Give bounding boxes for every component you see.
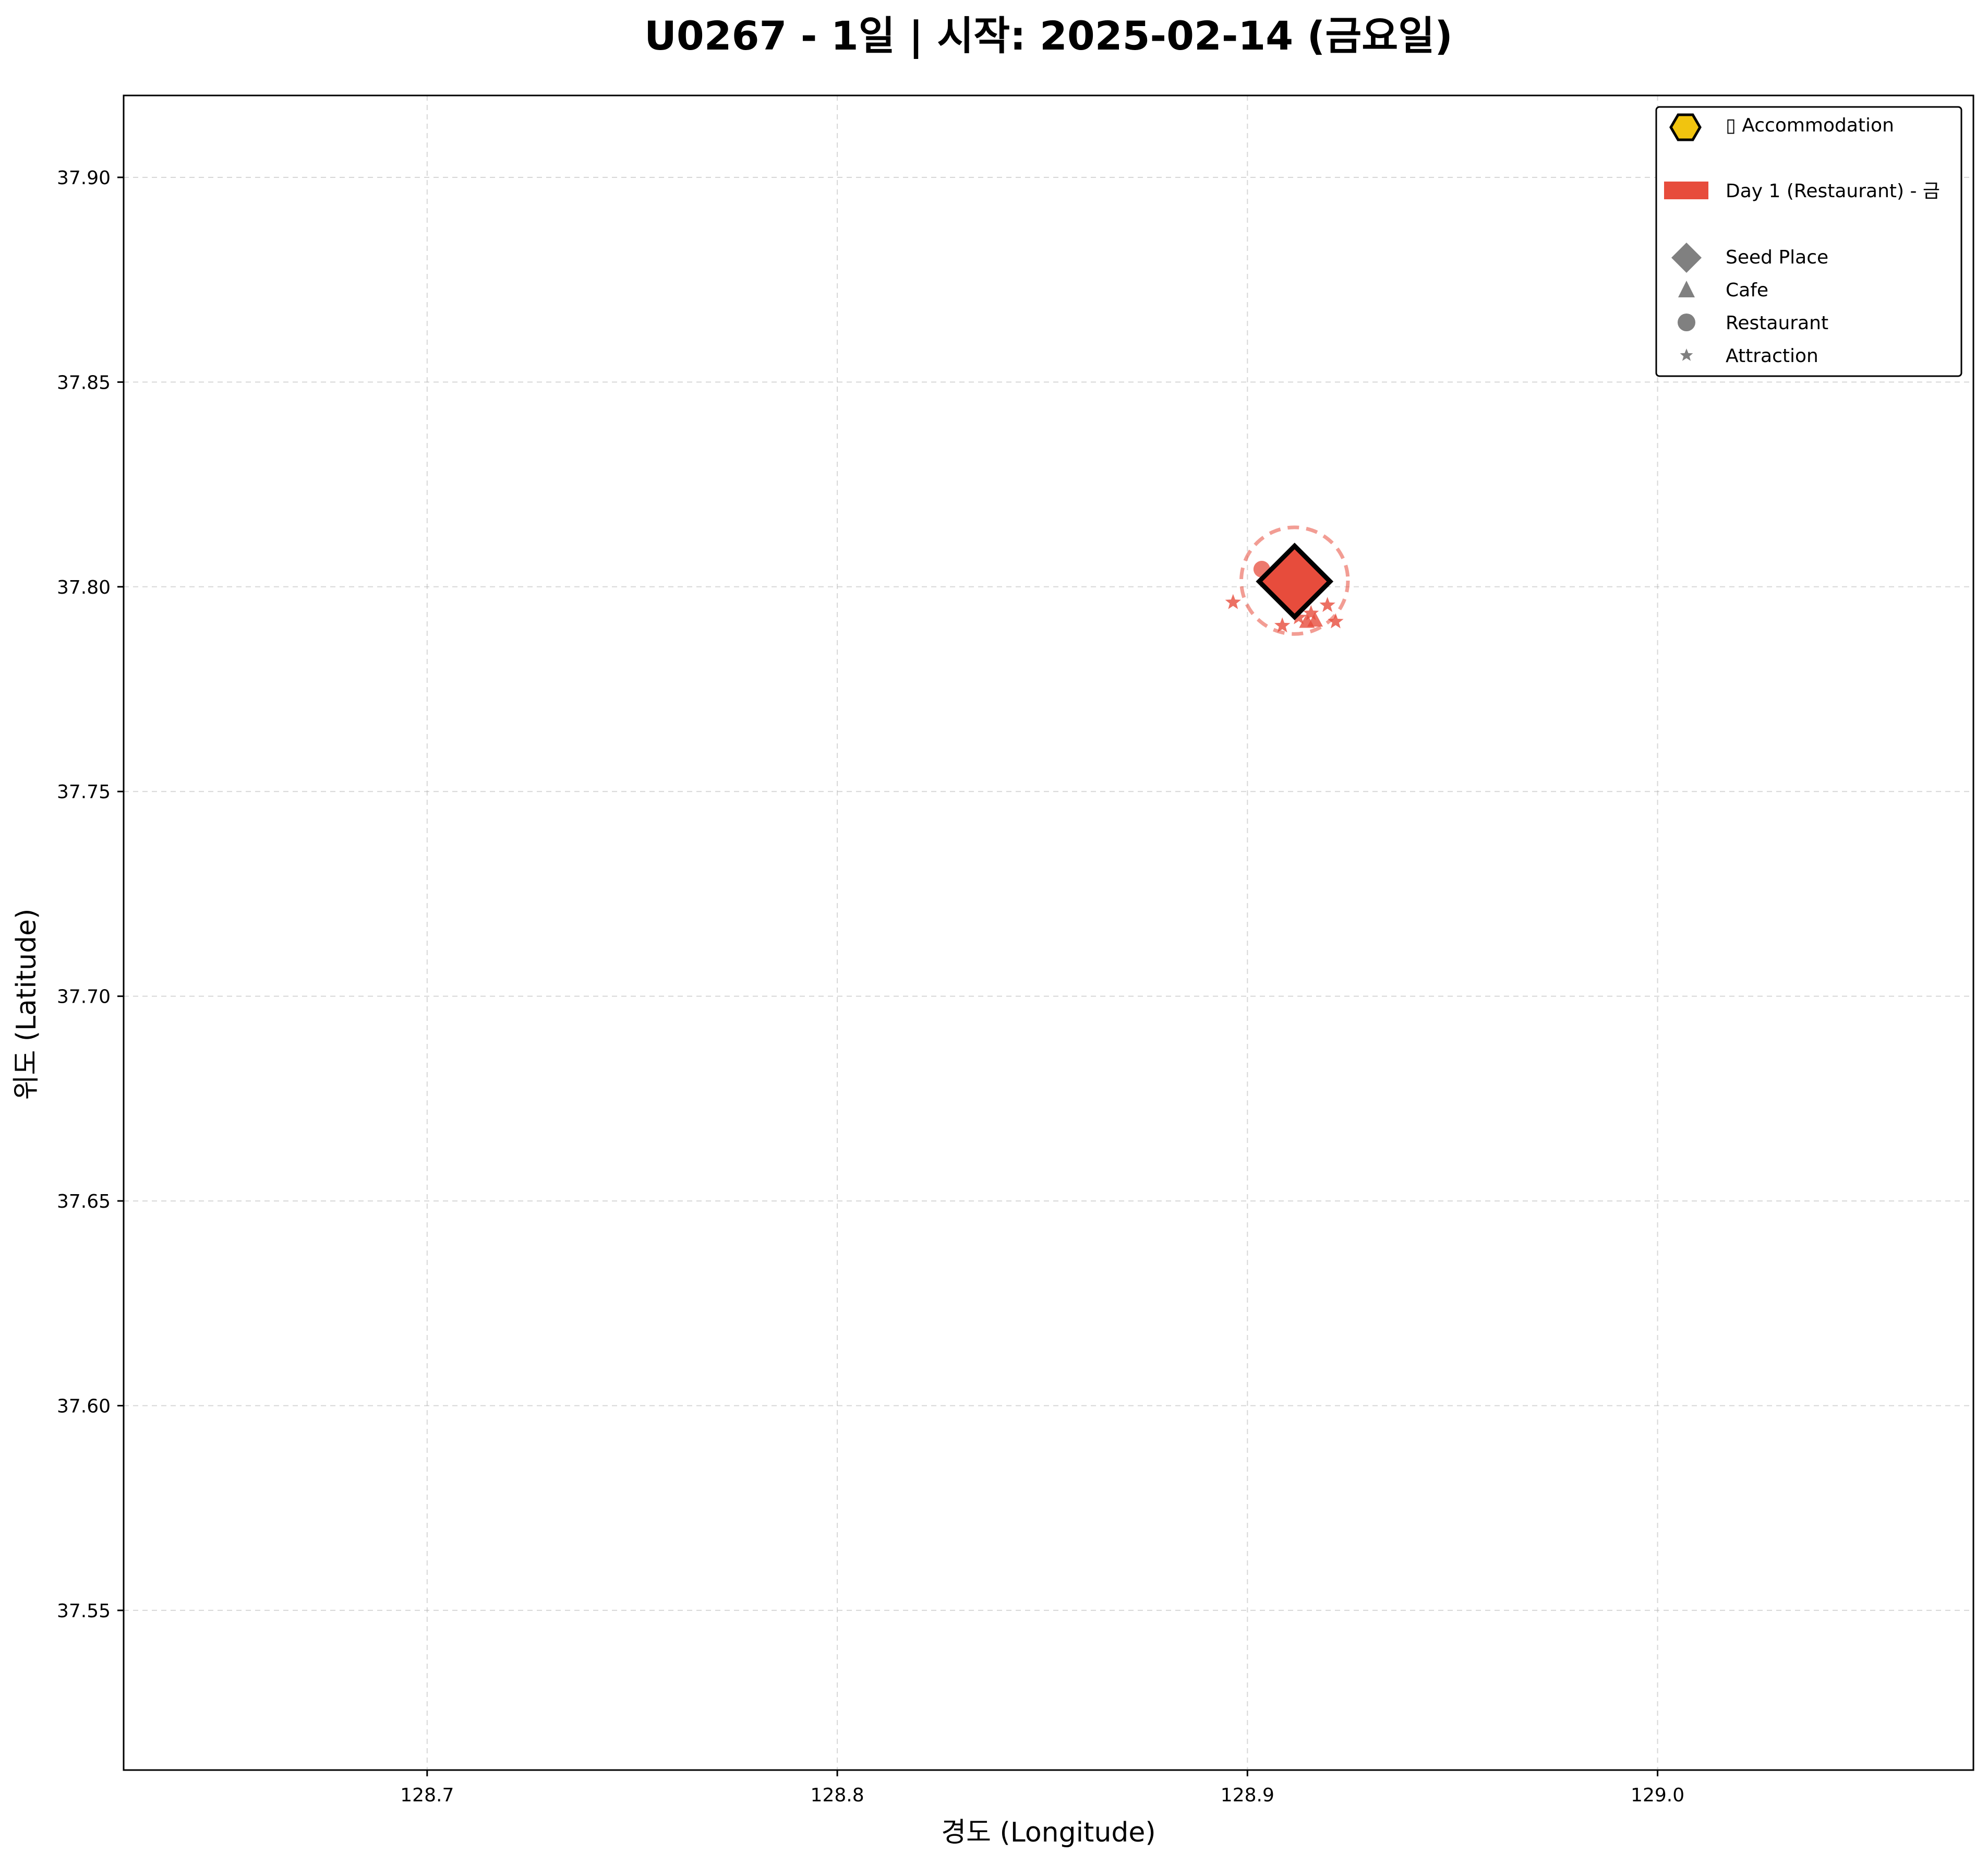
- y-tick-label: 37.90: [57, 167, 111, 189]
- y-tick-label: 37.80: [57, 577, 111, 598]
- x-tick-label: 128.7: [400, 1785, 454, 1806]
- legend-label-seed-place: Seed Place: [1726, 247, 1828, 268]
- x-axis-label: 경도 (Longitude): [941, 1817, 1155, 1848]
- legend-label-accommodation: ▯ Accommodation: [1726, 115, 1894, 136]
- attraction-point: [1303, 605, 1319, 620]
- chart-title: U0267 - 1일 | 시작: 2025-02-14 (금요일): [644, 13, 1453, 59]
- cafe-point: [1307, 612, 1323, 627]
- y-tick-label: 37.70: [57, 986, 111, 1008]
- x-tick-label: 128.9: [1221, 1785, 1274, 1806]
- legend-star-icon: [1680, 348, 1693, 361]
- seed-place-marker: [1256, 543, 1334, 620]
- attraction-point: [1291, 609, 1307, 624]
- x-tick-label: 128.8: [811, 1785, 864, 1806]
- legend-label-attraction: Attraction: [1726, 345, 1818, 367]
- legend-label-cafe: Cafe: [1726, 280, 1768, 301]
- legend-label-day1: Day 1 (Restaurant) - 금: [1726, 181, 1940, 202]
- y-tick-label: 37.65: [57, 1191, 111, 1212]
- legend-day-patch-icon: [1664, 182, 1708, 199]
- legend-frame: [1655, 106, 1962, 377]
- ticks-layer: 128.7 128.8 128.9 129.0 37.55 37.60 37.65 37.70…: [57, 167, 1684, 1806]
- legend: ▯ Accommodation Day 1 (Restaurant) - 금 S…: [1655, 106, 1962, 377]
- y-tick-label: 37.55: [57, 1601, 111, 1622]
- attraction-point: [1274, 617, 1291, 633]
- legend-label-restaurant: Restaurant: [1726, 312, 1828, 334]
- grid-layer: [124, 95, 1973, 1770]
- y-tick-label: 37.75: [57, 781, 111, 803]
- y-tick-label: 37.60: [57, 1395, 111, 1417]
- attraction-point: [1328, 613, 1344, 629]
- y-tick-label: 37.85: [57, 372, 111, 393]
- legend-triangle-icon: [1678, 281, 1695, 297]
- x-tick-label: 129.0: [1631, 1785, 1684, 1806]
- attraction-point: [1225, 594, 1241, 609]
- y-axis-label: 위도 (Latitude): [11, 909, 42, 1100]
- day1-radius-circle: [1239, 525, 1350, 636]
- legend-hexagon-icon: [1669, 113, 1702, 141]
- legend-circle-icon: [1678, 314, 1695, 331]
- attraction-point: [1319, 597, 1335, 612]
- legend-diamond-icon: [1671, 243, 1702, 273]
- plot-frame: [123, 94, 1974, 1771]
- marks-layer: [1225, 525, 1350, 636]
